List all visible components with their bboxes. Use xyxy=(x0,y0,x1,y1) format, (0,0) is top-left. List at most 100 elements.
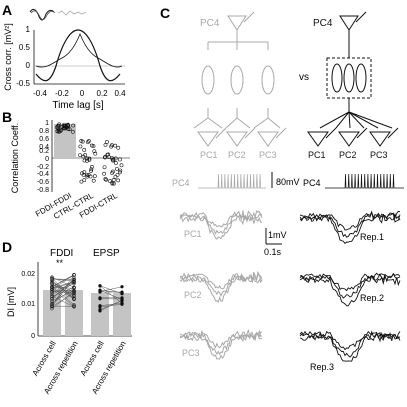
a-ytick: 0 xyxy=(26,61,31,70)
b-point xyxy=(82,170,87,175)
a-ytick: 1 xyxy=(26,25,31,34)
right-axon xyxy=(356,127,368,139)
psp-trace xyxy=(179,274,263,304)
left-syn-2 xyxy=(230,65,244,95)
right-syn-2 xyxy=(343,63,355,93)
b-point xyxy=(89,169,93,173)
a-xtick: 0.2 xyxy=(96,89,108,98)
trace-label-pc3: PC3 xyxy=(182,348,200,358)
left-axon xyxy=(275,127,287,139)
right-pc4-label: PC4 xyxy=(313,18,333,29)
d-point xyxy=(50,292,54,297)
left-fan xyxy=(193,117,209,129)
d-point xyxy=(72,273,76,277)
neuron-pc2-left xyxy=(226,131,248,147)
b-ytick: 0.2 xyxy=(39,148,49,155)
b-point xyxy=(115,172,120,177)
psp-trace xyxy=(299,275,401,307)
diagram-left: PC4 PC1 PC2 xyxy=(193,11,287,160)
a-xtick: 0.4 xyxy=(114,89,126,98)
neuron-pc2-right xyxy=(338,131,360,147)
d-point xyxy=(72,279,76,283)
d-point xyxy=(50,287,54,291)
b-ytick: -0.2 xyxy=(37,164,49,171)
b-point xyxy=(66,127,71,132)
d-point xyxy=(50,289,54,294)
panel-b-letter: B xyxy=(2,109,12,125)
b-point xyxy=(103,142,108,147)
d-point xyxy=(72,275,76,280)
neuron-pc4-right xyxy=(339,15,359,31)
trace-label-rep3: Rep.3 xyxy=(310,362,334,372)
panel-a-xlabel: Time lag [s] xyxy=(52,100,104,111)
b-point xyxy=(114,161,118,165)
d-point xyxy=(72,296,76,301)
trace-label-pc2: PC2 xyxy=(184,290,202,300)
b-point xyxy=(58,129,63,133)
d-point xyxy=(50,306,54,311)
d-point xyxy=(50,303,54,307)
spike-train-right xyxy=(325,173,404,189)
b-ytick: 0.6 xyxy=(39,136,49,143)
b-ytick: -0.6 xyxy=(37,179,49,186)
d-pair-line xyxy=(99,304,123,308)
psp-traces-left xyxy=(179,210,263,360)
d-pair-line xyxy=(51,278,75,280)
b-point xyxy=(89,143,94,148)
d-pair-line xyxy=(99,286,123,292)
left-axon xyxy=(244,127,256,139)
spike-label-left: PC4 xyxy=(172,178,190,188)
b-point xyxy=(86,140,90,145)
b-point xyxy=(71,123,76,128)
right-syn-3 xyxy=(355,63,367,93)
scale-80mv-label: 80mV xyxy=(276,177,300,187)
b-ytick: 0.8 xyxy=(39,128,49,135)
d-point xyxy=(98,305,102,309)
panel-d-letter: D xyxy=(2,239,12,255)
right-fan xyxy=(319,111,350,129)
d-ytick: 0.01 xyxy=(21,301,35,308)
right-axon xyxy=(387,127,399,139)
d-point xyxy=(98,290,102,294)
right-fan xyxy=(348,111,379,129)
b-point xyxy=(78,144,83,149)
left-axon xyxy=(215,127,227,139)
left-fan xyxy=(225,117,238,129)
inset-trace-dark xyxy=(29,8,55,21)
b-point xyxy=(104,177,109,182)
b-point xyxy=(81,172,86,177)
left-syn-1 xyxy=(201,65,215,95)
cross-corr-curve xyxy=(35,29,121,82)
d-point xyxy=(50,299,54,303)
d-point xyxy=(120,285,124,289)
b-point xyxy=(81,154,86,159)
d-group2-label: EPSP xyxy=(93,248,120,259)
b-point xyxy=(93,151,98,156)
d-pair-line xyxy=(51,277,75,307)
b-point xyxy=(86,172,91,177)
b-point xyxy=(92,174,97,179)
scale-01s-label: 0.1s xyxy=(264,247,282,257)
psp-trace xyxy=(179,210,263,228)
left-fan xyxy=(253,117,269,129)
d-point xyxy=(98,309,102,313)
trace-label-rep2: Rep.2 xyxy=(360,293,384,303)
b-point xyxy=(118,168,123,173)
d-pair-line xyxy=(51,287,75,304)
b-point xyxy=(102,165,107,170)
b-point xyxy=(117,170,122,175)
d-pair-line xyxy=(51,283,75,295)
psp-trace xyxy=(299,272,401,299)
b-ytick: 0.4 xyxy=(39,144,49,151)
panel-a: A 1 0.5 0 -0.5 Cross corr. [mV²] -0.4 -0… xyxy=(2,2,126,111)
right-fan xyxy=(348,111,365,129)
left-pc4-label: PC4 xyxy=(200,18,220,29)
d-bar xyxy=(65,290,83,336)
b-point xyxy=(82,158,87,163)
b-point xyxy=(87,157,92,162)
b-point xyxy=(110,181,115,186)
b-point xyxy=(79,179,84,184)
psp-trace xyxy=(179,273,263,298)
b-point xyxy=(55,129,60,134)
d-pair-line xyxy=(99,302,123,306)
